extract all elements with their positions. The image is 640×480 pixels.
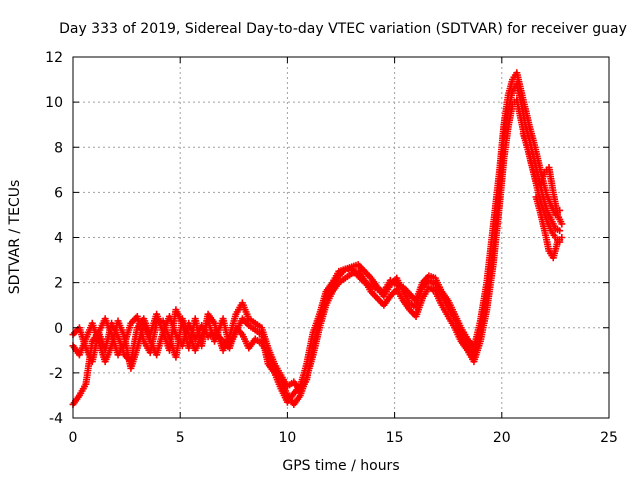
x-tick-label: 5 [176,430,185,446]
data-point-marker [558,220,566,228]
y-tick-label: 8 [54,140,63,156]
y-tick-label: 6 [54,185,63,201]
ticks-layer [72,56,610,419]
x-tick-labels: 0 5 10 15 20 25 [69,430,618,446]
data-point-marker [558,234,566,241]
x-tick-label: 10 [278,430,296,446]
y-tick-label: 2 [54,276,63,292]
x-tick-label: 20 [493,430,511,446]
x-tick-label: 25 [600,430,618,446]
y-axis-label: SDTVAR / TECUs [7,180,23,295]
y-tick-label: 12 [45,50,63,66]
y-tick-label: -4 [49,411,63,427]
x-tick-label: 15 [386,430,404,446]
y-tick-label: 10 [45,95,63,111]
chart-title: Day 333 of 2019, Sidereal Day-to-day VTE… [59,21,627,37]
data-points-layer [69,69,566,408]
y-tick-label: -2 [49,366,63,382]
x-axis-label: GPS time / hours [282,458,399,474]
x-tick-label: 0 [69,430,78,446]
data-point-marker [556,227,564,235]
y-tick-labels: -4 -2 0 2 4 6 8 10 12 [45,50,63,427]
y-tick-label: 0 [54,321,63,337]
y-tick-label: 4 [54,231,63,247]
